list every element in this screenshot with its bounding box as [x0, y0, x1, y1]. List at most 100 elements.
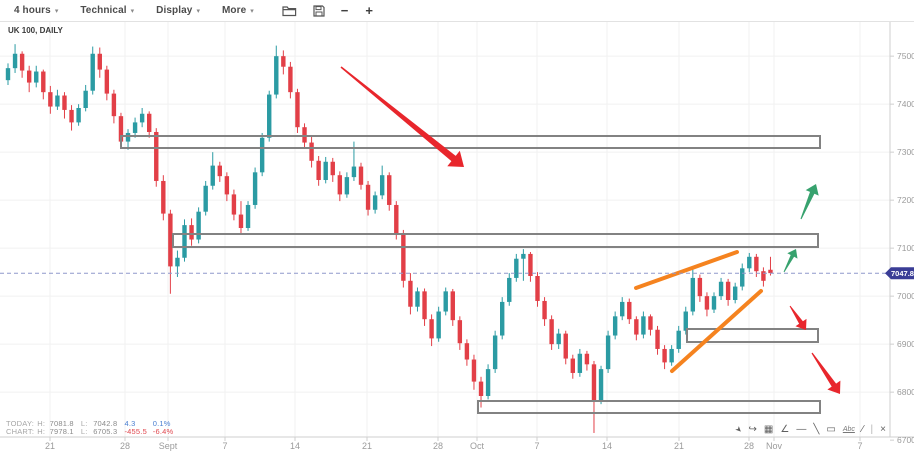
candle-body	[69, 109, 74, 123]
price-badge: 7047.8	[885, 267, 914, 280]
text-tool-icon[interactable]: Abc	[842, 426, 855, 433]
candle-body	[259, 137, 265, 173]
candle-body	[147, 113, 152, 132]
timeframe-menu[interactable]: 4 hours ▾	[14, 5, 58, 16]
drawing-toolbar: ➤ ↪ ▦ ∠ — ╲ ▭ Abc ∕ | ×	[728, 423, 886, 437]
y-tick-label: 6700	[897, 435, 914, 445]
candle-body	[224, 176, 230, 195]
candle-body	[570, 358, 575, 373]
green-arrow	[800, 184, 819, 220]
low-label: L:	[80, 427, 88, 436]
chevron-down-icon: ▾	[196, 8, 200, 15]
display-menu[interactable]: Display ▾	[156, 5, 200, 16]
y-tick-label: 6900	[897, 339, 914, 349]
save-icon[interactable]	[313, 4, 325, 17]
freehand-line-icon[interactable]: ∕	[861, 424, 864, 435]
candle-body	[464, 343, 470, 360]
chart-label: CHART:	[6, 427, 35, 436]
gridlines	[0, 22, 890, 437]
candle-body	[62, 95, 67, 110]
candle-body	[662, 348, 667, 363]
candle-body	[514, 258, 519, 278]
candle-body	[210, 165, 215, 186]
instrument-watermark: UK 100, DAILY	[8, 26, 64, 35]
candle-body	[19, 53, 25, 71]
candle-body	[161, 180, 166, 214]
trend-angle-icon[interactable]: ∠	[780, 424, 790, 435]
zoom-in-button[interactable]: +	[365, 2, 373, 18]
horizontal-line-icon[interactable]: —	[796, 424, 807, 435]
candle-body	[725, 281, 731, 300]
more-menu[interactable]: More ▾	[222, 5, 254, 16]
y-axis-labels: 7500 7400 7300 7200 7100 7000 6900 6800 6700	[890, 51, 914, 445]
more-menu-label: More	[221, 5, 247, 16]
grid-icon[interactable]: ▦	[763, 424, 774, 435]
candle-body	[683, 311, 688, 331]
candle-body	[620, 301, 625, 317]
candle-body	[669, 348, 674, 363]
x-tick-label: Sept	[159, 441, 178, 451]
x-tick-label: 21	[362, 441, 372, 451]
candle-body	[648, 316, 653, 330]
chart-high: 7978.1	[49, 427, 74, 436]
x-axis-labels: 21 28 Sept 7 14 21 28 Oct 7 14 21 28 Nov 7	[45, 437, 863, 451]
technical-menu-label: Technical	[80, 5, 127, 16]
x-tick-label: 28	[433, 441, 443, 451]
candle-body	[34, 71, 39, 83]
open-folder-icon[interactable]	[282, 5, 297, 17]
x-tick-label: 21	[674, 441, 684, 451]
candle-body	[761, 271, 766, 281]
diagonal-line-icon[interactable]: ╲	[813, 424, 820, 435]
candle-body	[154, 132, 159, 181]
price-badge-value: 7047.8	[891, 269, 914, 278]
candle-body	[768, 269, 773, 274]
candle-body	[175, 257, 180, 267]
candle-body	[267, 94, 272, 138]
candle-body	[394, 204, 399, 234]
y-tick-label: 7000	[897, 291, 914, 301]
candle-body	[584, 353, 590, 365]
x-tick-label: 7	[222, 441, 227, 451]
today-change-pct: 0.1%	[152, 419, 171, 428]
candle-body	[90, 53, 95, 91]
close-toolbar-icon[interactable]: ×	[880, 424, 886, 435]
candle-body	[316, 160, 321, 180]
trendline	[670, 289, 763, 373]
technical-menu[interactable]: Technical ▾	[80, 5, 134, 16]
today-high: 7081.8	[49, 419, 74, 428]
candle-body	[281, 56, 286, 67]
cursor-arrow-icon[interactable]: ➤	[732, 424, 745, 436]
y-tick-label: 7200	[897, 195, 914, 205]
red-arrow	[789, 305, 807, 330]
drawn-rectangle	[120, 135, 821, 149]
candle-body	[500, 301, 505, 336]
curved-arrow-icon[interactable]: ↪	[748, 424, 757, 435]
drawn-rectangle	[172, 233, 819, 248]
candle-body	[401, 233, 406, 281]
y-tick-label: 7300	[897, 147, 914, 157]
candle-body	[125, 132, 131, 142]
rectangle-tool-icon[interactable]: ▭	[826, 424, 836, 435]
drawn-rectangle	[686, 328, 819, 343]
candle-body	[309, 142, 314, 161]
candle-body	[740, 268, 745, 287]
low-label: L:	[80, 419, 88, 428]
x-tick-label: Oct	[470, 441, 485, 451]
chevron-down-icon: ▾	[130, 8, 135, 15]
candle-body	[302, 127, 307, 143]
candle-body	[76, 108, 81, 123]
candle-body	[612, 316, 618, 336]
y-tick-label: 7500	[897, 51, 914, 61]
candle-body	[732, 286, 738, 300]
zoom-out-button[interactable]: −	[340, 2, 349, 18]
candle-body	[422, 291, 427, 320]
chart-low: 6705.3	[93, 427, 118, 436]
candle-body	[104, 69, 110, 94]
high-label: H:	[37, 427, 46, 436]
x-tick-label: 21	[45, 441, 55, 451]
candle-body	[111, 93, 117, 117]
candle-body	[408, 280, 413, 307]
candle-body	[26, 70, 32, 83]
